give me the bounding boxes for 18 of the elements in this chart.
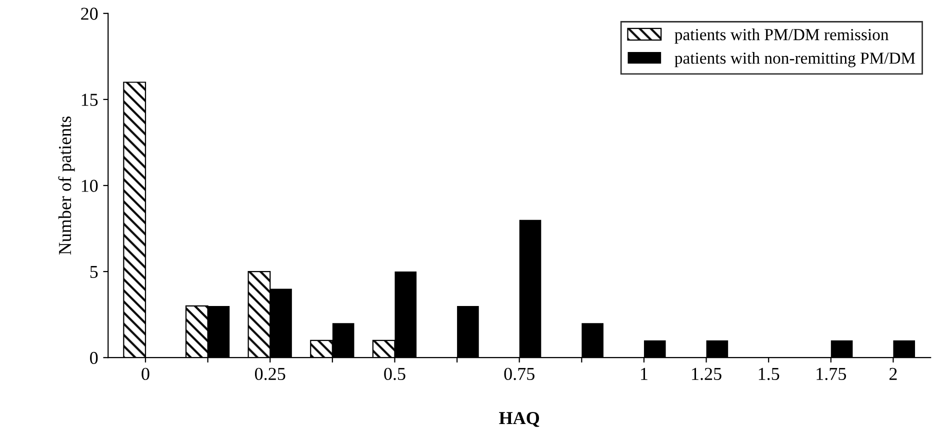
x-tick-label: 0.25 <box>254 368 286 380</box>
y-tick-label: 10 <box>82 180 98 192</box>
x-tick-label: 1.5 <box>758 368 780 380</box>
x-tick-label: 2 <box>889 368 897 380</box>
y-tick-label: 20 <box>81 8 98 20</box>
x-tick-label: 0.5 <box>384 368 406 380</box>
y-tick-label: 15 <box>82 94 98 106</box>
legend-label: patients with non-remitting PM/DM <box>674 52 916 68</box>
x-axis-title: HAQ <box>499 412 540 427</box>
x-tick-label: 0.75 <box>504 368 534 380</box>
y-tick-label: 5 <box>90 266 98 278</box>
x-tick-label: 1.25 <box>692 368 722 380</box>
legend-label: patients with PM/DM remission <box>674 28 889 44</box>
y-axis-title: Number of patients <box>58 116 75 255</box>
y-tick-label: 0 <box>90 352 98 364</box>
x-tick-label: 1.75 <box>816 368 846 380</box>
x-tick-label: 0 <box>142 368 150 380</box>
x-tick-label: 1 <box>641 368 648 380</box>
